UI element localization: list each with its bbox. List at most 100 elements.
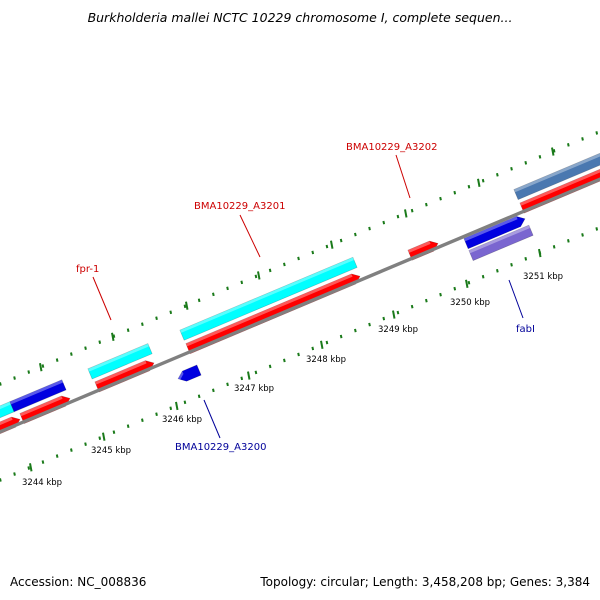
tick-mark <box>70 352 73 356</box>
tick-mark <box>524 256 528 261</box>
feature-highlight <box>519 169 600 206</box>
tick-mark <box>84 346 87 350</box>
tick-mark <box>98 340 102 344</box>
tick-mark <box>339 238 343 243</box>
outer-tick-ring <box>0 131 599 386</box>
other-forward-feature <box>463 216 526 250</box>
tick-mark <box>297 256 300 261</box>
tick-mark <box>453 286 457 291</box>
a3201-leader <box>239 214 261 258</box>
feature-highlight <box>0 401 12 410</box>
tick-mark <box>581 137 584 141</box>
tick-label-3249: 3249 kbp <box>378 325 418 335</box>
other-reverse-feature <box>468 224 534 261</box>
tick-mark <box>254 370 258 375</box>
tick-mark <box>396 214 400 219</box>
tick-mark <box>410 304 414 309</box>
tick-mark <box>27 370 31 374</box>
tick-mark <box>283 262 286 267</box>
fabI-leader <box>508 279 524 319</box>
tick-label-3250: 3250 kbp <box>450 298 490 308</box>
map-title: Burkholderia mallei NCTC 10229 chromosom… <box>87 10 513 25</box>
tick-mark <box>467 280 471 285</box>
tick-mark <box>439 292 442 297</box>
major-tick-mark <box>404 209 408 218</box>
tick-mark <box>552 245 556 249</box>
tick-mark <box>268 364 272 369</box>
tick-mark <box>481 274 485 279</box>
tick-mark <box>141 322 144 327</box>
tick-mark <box>240 280 244 285</box>
a3200-leader <box>203 399 221 439</box>
tick-mark <box>339 334 343 339</box>
tick-mark <box>226 286 229 291</box>
tick-mark <box>581 233 584 237</box>
tick-mark <box>382 220 386 225</box>
tick-mark <box>254 274 258 279</box>
major-tick-mark <box>477 178 481 187</box>
tick-mark <box>155 316 158 321</box>
tick-mark <box>197 298 201 303</box>
tick-mark <box>183 400 187 405</box>
tick-label-3245: 3245 kbp <box>91 446 131 456</box>
tick-mark <box>268 268 272 273</box>
tick-mark <box>496 268 499 273</box>
tick-mark <box>183 304 187 309</box>
tick-mark <box>510 166 513 171</box>
major-tick-mark <box>392 310 396 319</box>
tick-mark <box>325 340 329 345</box>
tick-mark <box>439 196 442 201</box>
tick-mark <box>98 436 102 440</box>
tick-mark <box>112 334 116 338</box>
tick-mark <box>538 155 542 159</box>
tick-mark <box>368 322 371 327</box>
other-forward-feature <box>9 379 67 413</box>
tick-mark <box>0 478 2 482</box>
feature-highlight <box>407 241 431 253</box>
gene-label-a3200: BMA10229_A3200 <box>175 442 266 453</box>
tick-mark <box>13 376 16 380</box>
inner-tick-ring <box>0 227 599 482</box>
tick-mark <box>425 202 428 207</box>
backbone-ring <box>0 177 600 434</box>
feature-highlight <box>178 371 184 382</box>
feature-highlight <box>19 395 63 417</box>
cds-forward-feature <box>87 343 153 380</box>
major-tick-mark <box>102 432 106 441</box>
tick-mark <box>27 466 31 470</box>
tick-label-3251: 3251 kbp <box>523 272 563 282</box>
tick-mark <box>311 346 315 351</box>
tick-mark <box>368 226 371 231</box>
tick-mark <box>169 406 173 411</box>
gene-label-a3201: BMA10229_A3201 <box>194 201 285 212</box>
tick-mark <box>55 358 59 362</box>
tick-mark <box>197 394 201 399</box>
tick-mark <box>141 418 144 423</box>
tick-mark <box>283 358 286 363</box>
major-tick-mark <box>185 301 189 310</box>
tick-label-3246: 3246 kbp <box>162 415 202 425</box>
tick-mark <box>567 143 570 147</box>
tick-label-3244: 3244 kbp <box>22 478 62 488</box>
tick-mark <box>41 364 45 368</box>
tick-mark <box>155 412 158 417</box>
gene-label-fabI: fabI <box>516 324 535 335</box>
tick-mark <box>297 352 300 357</box>
tick-mark <box>311 250 315 255</box>
tick-mark <box>325 244 329 249</box>
gene-label-a3202: BMA10229_A3202 <box>346 142 437 153</box>
feature-highlight <box>94 360 147 385</box>
tick-mark <box>595 131 599 135</box>
a3202-leader <box>395 154 411 199</box>
tick-mark <box>354 232 357 237</box>
tick-mark <box>126 328 130 333</box>
major-tick-mark <box>320 340 324 350</box>
feature-highlight <box>185 273 353 347</box>
tick-mark <box>0 382 2 386</box>
tick-mark <box>226 382 229 387</box>
tick-mark <box>425 298 428 303</box>
feature-highlight <box>0 417 13 426</box>
gene-label-fpr1: fpr-1 <box>76 264 99 275</box>
fpr1-leader <box>92 276 112 321</box>
tick-mark <box>84 442 87 446</box>
